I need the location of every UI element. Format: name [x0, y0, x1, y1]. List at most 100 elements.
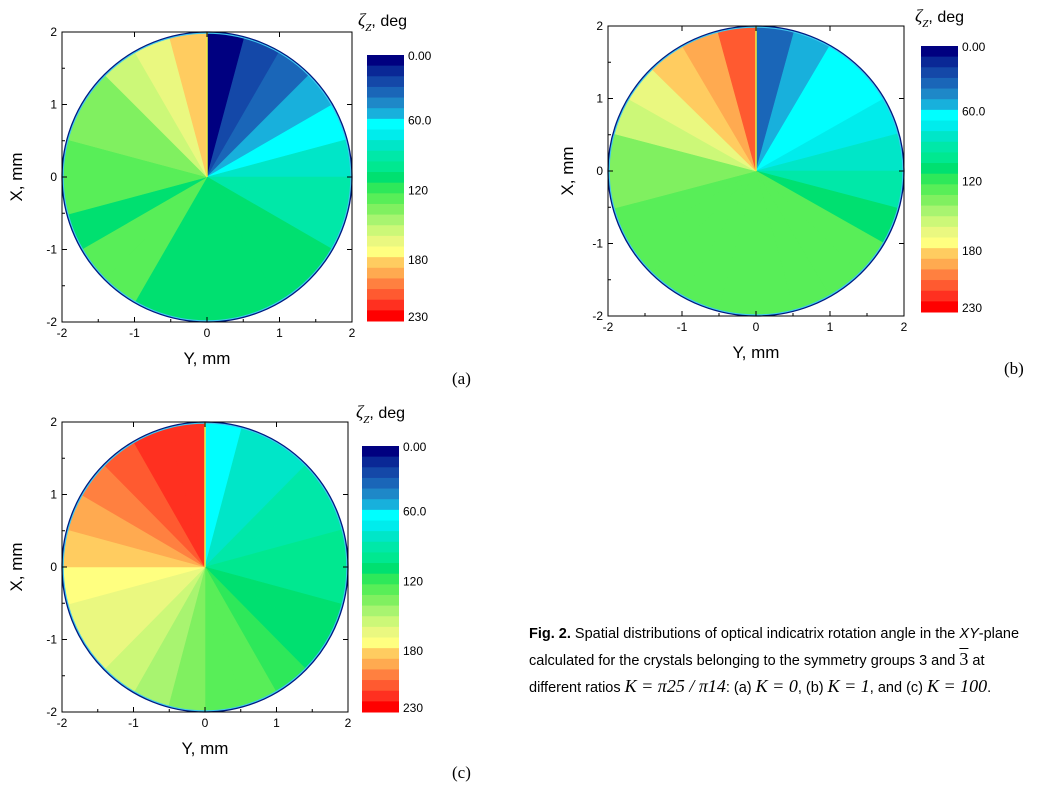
- colorbar-block: [362, 520, 399, 532]
- panel-tag: (c): [452, 763, 471, 782]
- colorbar-block: [921, 88, 958, 100]
- colorbar-block: [362, 563, 399, 575]
- x-tick-label: 1: [273, 716, 280, 730]
- caption-text-5: , (b): [797, 680, 828, 696]
- colorbar-label: 0.00: [403, 440, 427, 454]
- x-tick-label: -2: [603, 320, 614, 334]
- y-axis-title: X, mm: [7, 542, 26, 591]
- x-tick-label: 1: [827, 320, 834, 334]
- caption-group-bar3: 3: [959, 649, 969, 669]
- colorbar-block: [367, 193, 404, 205]
- colorbar-block: [362, 467, 399, 479]
- colorbar-block: [367, 289, 404, 301]
- y-tick-label: -2: [592, 309, 603, 323]
- colorbar-block: [921, 205, 958, 217]
- colorbar-label: 60.0: [403, 505, 427, 519]
- colorbar-block: [367, 172, 404, 184]
- colorbar-label: 120: [403, 574, 423, 588]
- x-tick-label: -2: [57, 326, 68, 340]
- colorbar-block: [921, 194, 958, 207]
- x-tick-label: 0: [204, 326, 211, 340]
- caption-label: Fig. 2.: [529, 626, 571, 642]
- y-tick-label: -1: [46, 243, 57, 257]
- caption-text-3: at different ratios: [529, 653, 985, 696]
- colorbar-block: [367, 55, 404, 67]
- colorbar-block: [921, 46, 958, 58]
- colorbar-block: [921, 269, 958, 281]
- x-tick-label: -1: [128, 716, 139, 730]
- y-axis-title: X, mm: [7, 152, 26, 201]
- y-tick-label: 0: [50, 560, 57, 574]
- colorbar-block: [921, 67, 958, 79]
- colorbar-block: [921, 109, 958, 121]
- x-tick-label: -1: [677, 320, 688, 334]
- colorbar-block: [367, 161, 404, 173]
- y-tick-label: 1: [50, 98, 57, 112]
- x-tick-label: 2: [349, 326, 356, 340]
- colorbar-block: [362, 446, 399, 458]
- caption-plane: XY: [959, 626, 979, 642]
- colorbar-block: [921, 120, 958, 132]
- y-axis-title: X, mm: [558, 146, 577, 195]
- colorbar-block: [367, 299, 404, 311]
- caption-text-4: : (a): [725, 680, 756, 696]
- colorbar-label: 60.0: [408, 114, 432, 128]
- colorbar-block: [362, 637, 399, 649]
- caption-text-1: Spatial distributions of optical indicat…: [570, 626, 960, 642]
- colorbar-block: [362, 701, 399, 713]
- colorbar-block: [921, 56, 958, 68]
- x-tick-label: 0: [753, 320, 760, 334]
- colorbar-block: [362, 594, 399, 607]
- colorbar-label: 120: [408, 183, 428, 197]
- caption-text-2: -plane calculated for the crystals belon…: [529, 626, 1020, 669]
- colorbar-block: [921, 280, 958, 292]
- colorbar-title: ζZ, deg: [356, 402, 405, 426]
- colorbar-block: [362, 680, 399, 692]
- colorbar-block: [367, 118, 404, 130]
- colorbar-block: [362, 499, 399, 511]
- colorbar-block: [367, 182, 404, 194]
- y-tick-label: -2: [46, 315, 57, 329]
- colorbar-title: ζZ, deg: [358, 10, 407, 34]
- colorbar-block: [367, 86, 404, 99]
- caption-k-a: K = 0: [755, 676, 798, 696]
- colorbar-label: 180: [408, 253, 428, 267]
- y-tick-label: 1: [50, 488, 57, 502]
- colorbar-block: [362, 477, 399, 490]
- colorbar-block: [921, 301, 958, 313]
- colorbar-label: 120: [962, 174, 982, 188]
- colorbar-block: [367, 214, 404, 226]
- colorbar-label: 180: [403, 644, 423, 658]
- y-tick-label: 2: [50, 415, 57, 429]
- colorbar-block: [362, 531, 399, 543]
- colorbar-block: [362, 509, 399, 521]
- colorbar-block: [367, 246, 404, 258]
- colorbar-block: [367, 203, 404, 216]
- y-tick-label: 0: [50, 170, 57, 184]
- colorbar-block: [362, 573, 399, 585]
- caption-k-definition: K = π25 / π14: [624, 676, 726, 696]
- x-tick-label: -2: [57, 716, 68, 730]
- caption-k-b: K = 1: [827, 676, 870, 696]
- colorbar-block: [362, 552, 399, 564]
- panel-b: -2 -1 0 1 2 2 1 0 -1 -2 Y, mm X, mm 0.00 60.0 120 180 23…: [558, 6, 1024, 378]
- x-tick-label: 2: [345, 716, 352, 730]
- colorbar-block: [362, 669, 399, 681]
- x-axis-title: Y, mm: [184, 349, 231, 368]
- colorbar-label: 60.0: [962, 105, 986, 119]
- colorbar-block: [921, 152, 958, 164]
- panel-c: -2 -1 0 1 2 2 1 0 -1 -2 Y, mm X, mm 0.00 60.0 120 180 23…: [7, 402, 471, 782]
- colorbar-title: ζZ, deg: [915, 6, 964, 30]
- colorbar-block: [921, 131, 958, 143]
- panel-tag: (b): [1004, 359, 1024, 378]
- colorbar-block: [921, 173, 958, 185]
- x-tick-label: 0: [202, 716, 209, 730]
- colorbar-block: [921, 290, 958, 302]
- colorbar-label: 230: [403, 701, 423, 715]
- colorbar-block: [921, 216, 958, 228]
- colorbar-label: 0.00: [408, 49, 432, 63]
- colorbar-block: [921, 141, 958, 153]
- colorbar-block: [367, 97, 404, 109]
- colorbar-block: [367, 225, 404, 237]
